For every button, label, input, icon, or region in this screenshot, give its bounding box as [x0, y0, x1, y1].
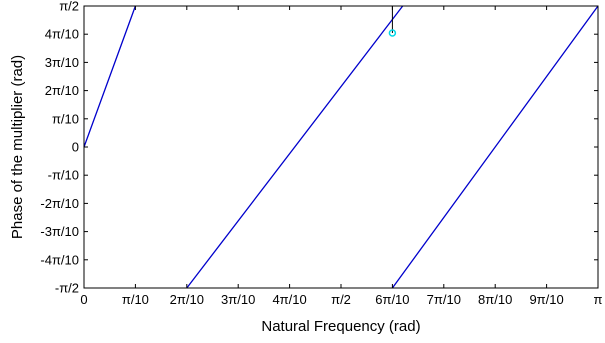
x-tick-label: π/10: [122, 292, 149, 307]
x-tick-label: π/2: [331, 292, 351, 307]
x-axis-title: Natural Frequency (rad): [261, 318, 420, 335]
x-axis-ticks: 0 π/10 2π/10 3π/10 4π/10 π/2 6π/10 7π/10 8π/10 9π…: [80, 6, 603, 307]
y-tick-label: 4π/10: [45, 27, 79, 42]
x-tick-label: 4π/10: [272, 292, 306, 307]
phase-line-segment: [83, 5, 137, 148]
x-tick-label: 9π/10: [529, 292, 563, 307]
y-tick-label: 3π/10: [45, 55, 79, 70]
y-tick-label: -3π/10: [40, 224, 79, 239]
y-tick-label: π/10: [52, 111, 79, 126]
x-tick-label: 3π/10: [221, 292, 255, 307]
y-tick-label: π/2: [59, 0, 79, 14]
x-tick-label: π: [594, 292, 603, 307]
plot-area: [84, 6, 598, 288]
series-layer: [83, 5, 599, 289]
y-tick-label: 0: [72, 140, 79, 155]
x-tick-label: 8π/10: [478, 292, 512, 307]
x-tick-label: 2π/10: [170, 292, 204, 307]
y-axis-ticks: π/2 4π/10 3π/10 2π/10 π/10 0 -π/10 -2π/10 -3π/10…: [40, 0, 598, 296]
y-tick-label: -π/10: [48, 168, 79, 183]
y-tick-label: -2π/10: [40, 196, 79, 211]
x-tick-label: 0: [80, 292, 87, 307]
y-tick-label: -π/2: [55, 281, 79, 296]
marker-layer: [388, 6, 397, 37]
y-tick-label: 2π/10: [45, 83, 79, 98]
y-tick-label: -4π/10: [40, 252, 79, 267]
x-tick-label: 7π/10: [427, 292, 461, 307]
y-axis-title: Phase of the multiplier (rad): [9, 55, 26, 239]
x-tick-label: 6π/10: [375, 292, 409, 307]
phase-line-segment: [391, 5, 599, 289]
marker-point: [388, 29, 397, 37]
phase-line-segment: [186, 5, 404, 289]
